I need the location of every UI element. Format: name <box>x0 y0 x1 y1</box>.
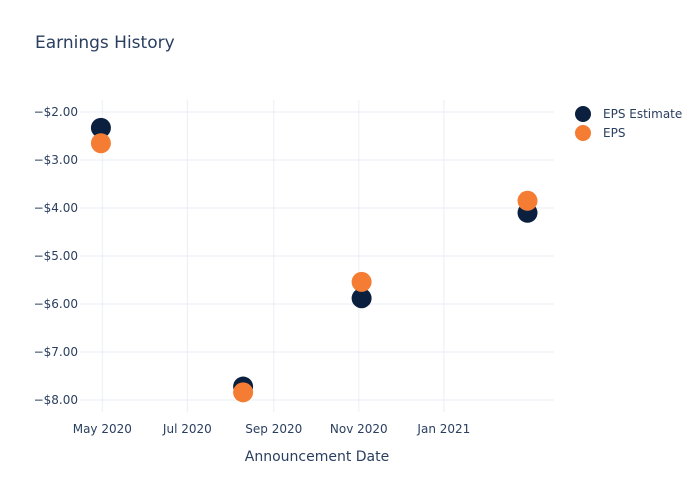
legend-label-eps-estimate[interactable]: EPS Estimate <box>603 107 682 121</box>
y-tick-label: −$4.00 <box>34 201 78 215</box>
y-tick-label: −$7.00 <box>34 345 78 359</box>
y-tick-label: −$6.00 <box>34 297 78 311</box>
y-tick-label: −$2.00 <box>34 105 78 119</box>
y-tick-label: −$3.00 <box>34 153 78 167</box>
x-axis-title: Announcement Date <box>245 449 389 465</box>
legend-marker-eps-estimate <box>575 106 591 122</box>
y-tick-label: −$5.00 <box>34 249 78 263</box>
x-axis-ticks: May 2020 Jul 2020 Sep 2020 Nov 2020 Jan 2021 <box>73 422 471 436</box>
x-tick-label: Jul 2020 <box>162 422 212 436</box>
data-points <box>90 117 538 403</box>
eps-point[interactable] <box>233 382 254 403</box>
x-tick-label: Jan 2021 <box>416 422 470 436</box>
eps-point[interactable] <box>517 190 538 211</box>
legend-marker-eps <box>575 125 591 141</box>
legend[interactable]: EPS Estimate EPS <box>575 106 682 141</box>
grid-layer <box>80 100 554 412</box>
y-tick-label: −$8.00 <box>34 393 78 407</box>
legend-label-eps[interactable]: EPS <box>603 126 625 140</box>
eps-point[interactable] <box>90 133 111 154</box>
x-tick-label: May 2020 <box>73 422 132 436</box>
eps-estimate-point[interactable] <box>90 117 111 138</box>
eps-point[interactable] <box>351 271 372 292</box>
chart-title: Earnings History <box>35 33 175 53</box>
x-tick-label: Nov 2020 <box>330 422 388 436</box>
eps-estimate-point[interactable] <box>351 288 372 309</box>
x-tick-label: Sep 2020 <box>245 422 302 436</box>
y-axis-ticks: −$8.00 −$7.00 −$6.00 −$5.00 −$4.00 −$3.00 −$2.… <box>34 105 78 407</box>
